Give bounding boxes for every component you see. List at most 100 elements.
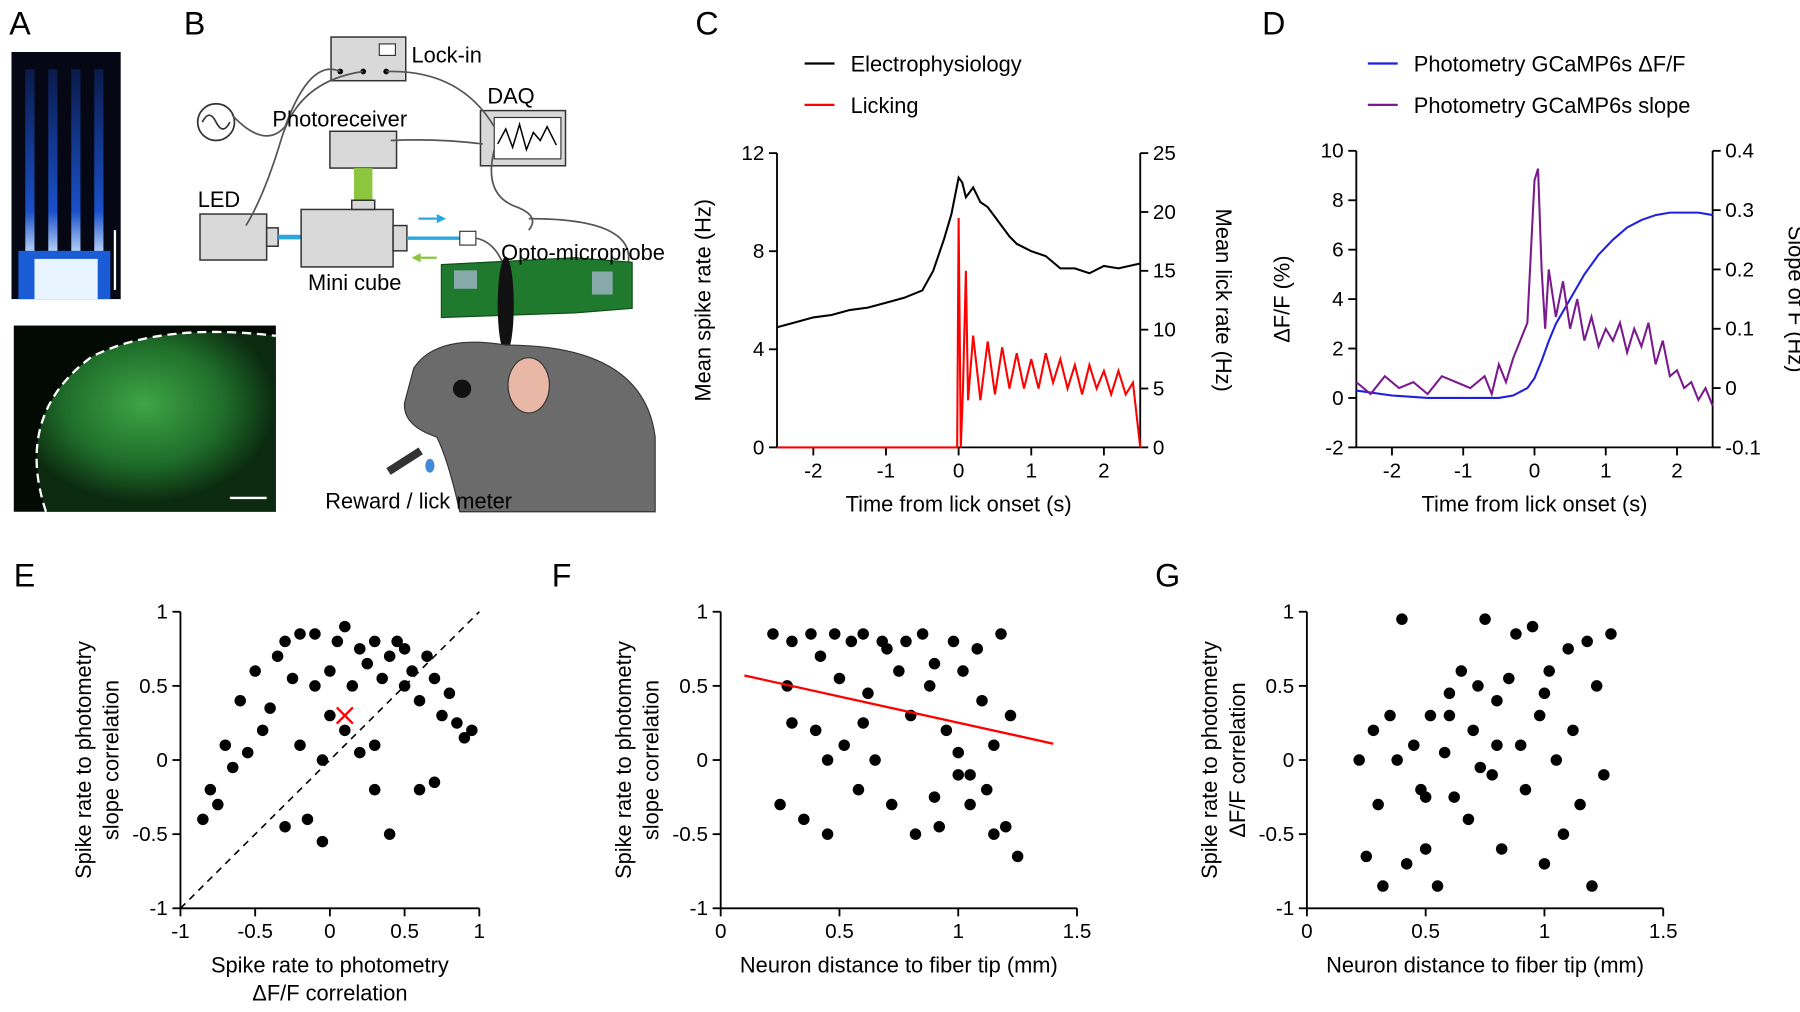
point <box>828 628 841 640</box>
point <box>1474 761 1487 774</box>
y2-tick-label: 0.3 <box>1725 199 1754 222</box>
point <box>368 739 381 751</box>
point <box>324 709 336 722</box>
point <box>786 635 798 648</box>
point <box>821 754 834 766</box>
point <box>301 813 314 826</box>
point <box>458 732 471 744</box>
point <box>900 635 912 648</box>
point <box>286 672 299 685</box>
point <box>204 783 217 796</box>
point <box>339 620 351 633</box>
point <box>852 783 865 796</box>
point <box>1538 858 1551 870</box>
y-tick-label: 8 <box>1332 189 1344 212</box>
y-tick-label: 0.5 <box>1266 675 1295 698</box>
point <box>1367 724 1380 737</box>
point <box>1400 858 1413 870</box>
y-tick-label: -1 <box>1276 897 1294 920</box>
point <box>1443 687 1456 700</box>
point <box>1586 880 1598 892</box>
point <box>1533 709 1546 722</box>
y-tick-label: 12 <box>741 142 764 165</box>
legend-label: Electrophysiology <box>851 52 1022 77</box>
point <box>988 828 1000 840</box>
x-axis-label: Neuron distance to fiber tip (mm) <box>740 953 1058 978</box>
point <box>309 680 321 692</box>
point <box>1495 843 1508 855</box>
x-tick-label: 0 <box>1301 920 1313 943</box>
point <box>249 665 261 677</box>
point <box>197 813 209 826</box>
point <box>821 828 834 840</box>
point <box>1543 665 1555 677</box>
point <box>798 813 810 826</box>
point <box>466 724 478 737</box>
y2-tick-label: 0 <box>1725 377 1737 400</box>
x-tick-label: 1 <box>474 920 486 943</box>
point <box>227 761 239 774</box>
probe-image <box>11 51 121 300</box>
x-tick-label: 1 <box>1600 459 1612 482</box>
legend-label: Photometry GCaMP6s slope <box>1414 93 1691 118</box>
point <box>1590 680 1603 692</box>
y2-tick-label: 15 <box>1153 260 1176 283</box>
point <box>1419 791 1432 803</box>
histology-image <box>13 325 276 513</box>
point <box>279 821 291 833</box>
point <box>1467 724 1479 737</box>
y2-axis-label: Slope of F (Hz) <box>1784 226 1800 373</box>
y-tick-label: 4 <box>753 338 765 361</box>
y-tick-label: 6 <box>1332 239 1344 262</box>
point <box>1538 687 1551 700</box>
point <box>451 717 463 729</box>
y-tick-label: 0 <box>753 436 765 459</box>
point <box>368 635 381 648</box>
x-tick-label: 0 <box>715 920 727 943</box>
point <box>391 635 403 648</box>
highlight-marker <box>335 706 354 725</box>
y-axis-label: ΔF/F correlation <box>1225 682 1250 837</box>
point <box>976 694 988 707</box>
point <box>923 680 936 692</box>
y2-tick-label: 0.1 <box>1725 318 1754 341</box>
point <box>881 643 893 655</box>
point <box>1408 739 1420 751</box>
y-axis-label: Spike rate to photometry <box>1197 641 1222 879</box>
y-axis-label: Spike rate to photometry <box>611 641 636 879</box>
setup-schematic <box>196 36 656 513</box>
point <box>428 672 441 685</box>
point <box>264 702 276 714</box>
point <box>1396 613 1408 625</box>
y-tick-label: -2 <box>1325 436 1343 459</box>
x-axis-label: Time from lick onset (s) <box>846 492 1072 517</box>
panel-label: C <box>695 6 718 42</box>
point <box>928 791 941 803</box>
panel-label: B <box>184 6 205 42</box>
point <box>980 783 993 796</box>
point <box>809 724 822 737</box>
point <box>1000 821 1012 833</box>
point <box>940 724 953 737</box>
point <box>406 665 418 677</box>
y2-axis-label: Mean lick rate (Hz) <box>1211 209 1236 392</box>
x-tick-label: 2 <box>1098 459 1110 482</box>
point <box>1526 620 1539 633</box>
y-axis-label: slope correlation <box>98 680 123 840</box>
x-tick-label: 0 <box>324 920 336 943</box>
point <box>1503 672 1515 685</box>
point <box>1581 635 1593 648</box>
point <box>893 665 905 677</box>
y-tick-label: 2 <box>1332 337 1344 360</box>
point <box>436 709 448 722</box>
y2-tick-label: 0.2 <box>1725 258 1754 281</box>
point <box>1605 628 1617 640</box>
legend-label: Photometry GCaMP6s ΔF/F <box>1414 52 1686 77</box>
point <box>1004 709 1017 722</box>
y-tick-label: -0.5 <box>1259 823 1295 846</box>
x-axis-label: ΔF/F correlation <box>252 980 407 1005</box>
fit-line <box>744 674 1054 745</box>
y2-tick-label: 20 <box>1153 201 1176 224</box>
point <box>361 657 373 670</box>
point <box>1557 828 1570 840</box>
